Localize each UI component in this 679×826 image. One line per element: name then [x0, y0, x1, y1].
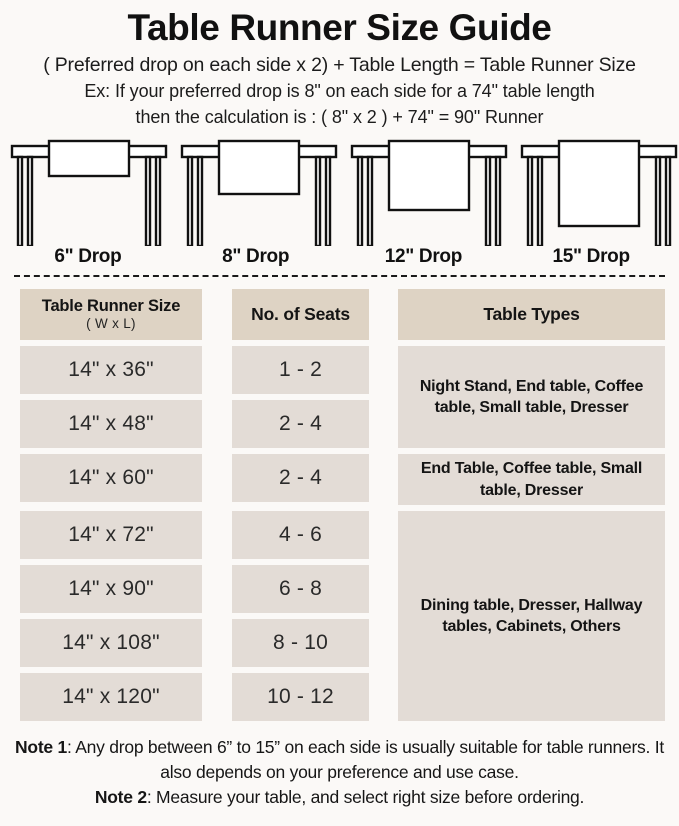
drop-label-6in: 6" Drop — [54, 246, 122, 268]
table-illustration-icon — [180, 140, 338, 247]
table-row: 14" x 120" — [20, 672, 202, 721]
cell-seats: 1 - 2 — [278, 358, 323, 382]
cell-size: 14" x 72" — [68, 522, 154, 546]
cell-size: 14" x 90" — [68, 576, 154, 600]
table-row: 14" x 36" — [20, 346, 202, 395]
table-row: 10 - 12 — [232, 672, 369, 721]
cell-seats: 2 - 4 — [278, 412, 323, 436]
table-header-table-types: Table Types — [398, 289, 665, 341]
column-gap — [202, 289, 232, 340]
example-line-1: Ex: If your preferred drop is 8" on each… — [84, 81, 595, 102]
example-line-2: then the calculation is : ( 8" x 2 ) + 7… — [135, 107, 544, 128]
table-row: 14" x 48" — [20, 400, 202, 449]
drop-diagram-8in — [174, 138, 344, 247]
cell-table-types-group-1: Night Stand, End table, Coffee table, Sm… — [398, 346, 665, 449]
cell-seats: 6 - 8 — [278, 576, 323, 600]
table-row: 1 - 2 — [232, 346, 369, 395]
table-illustration-icon — [520, 140, 678, 247]
drop-diagram-strip — [0, 138, 679, 247]
note-1-text: : Any drop between 6” to 15” on each sid… — [67, 736, 664, 783]
table-illustration-icon — [10, 140, 168, 247]
drop-diagram-12in — [344, 138, 514, 247]
drop-label-15in: 15" Drop — [552, 246, 630, 268]
cell-seats: 8 - 10 — [273, 630, 328, 654]
header-subtitle-text: ( W x L) — [86, 316, 136, 332]
table-row: 8 - 10 — [232, 618, 369, 667]
table-row: 14" x 60" — [20, 454, 202, 503]
drop-label-row: 6" Drop 8" Drop 12" Drop 15" Drop — [0, 246, 679, 268]
table-row: 14" x 72" — [20, 510, 202, 559]
cell-size: 14" x 108" — [62, 630, 160, 654]
table-row: 6 - 8 — [232, 564, 369, 613]
table-row: 14" x 90" — [20, 564, 202, 613]
size-table: Table Runner Size ( W x L) No. of Seats … — [20, 289, 665, 721]
drop-diagram-6in — [4, 138, 174, 247]
table-row: 4 - 6 — [232, 510, 369, 559]
note-2: Note 2: Measure your table, and select r… — [10, 785, 669, 810]
notes-block: Note 1: Any drop between 6” to 15” on ea… — [10, 735, 669, 811]
drop-label-12in: 12" Drop — [384, 246, 463, 268]
cell-table-types-group-3: Dining table, Dresser, Hallway tables, C… — [398, 510, 665, 721]
note-2-label: Note 2 — [94, 787, 147, 808]
table-header-seats: No. of Seats — [232, 289, 369, 341]
table-row: 2 - 4 — [232, 400, 369, 449]
note-1: Note 1: Any drop between 6” to 15” on ea… — [10, 735, 669, 786]
cell-size: 14" x 120" — [62, 684, 160, 708]
drop-label-8in: 8" Drop — [222, 246, 290, 268]
page-title: Table Runner Size Guide — [127, 7, 552, 48]
cell-size: 14" x 36" — [68, 358, 154, 382]
cell-size: 14" x 60" — [68, 466, 154, 490]
cell-table-types-group-2: End Table, Coffee table, Small table, Dr… — [398, 454, 665, 505]
table-row: 2 - 4 — [232, 454, 369, 503]
header-block: Table Runner Size Guide ( Preferred drop… — [0, 0, 679, 130]
cell-seats: 2 - 4 — [278, 466, 323, 490]
note-2-text: : Measure your table, and select right s… — [146, 787, 585, 808]
header-title-text: Table Runner Size — [41, 297, 181, 316]
cell-size: 14" x 48" — [68, 412, 154, 436]
table-row: 14" x 108" — [20, 618, 202, 667]
note-1-label: Note 1 — [15, 736, 67, 757]
cell-seats: 10 - 12 — [267, 684, 334, 708]
dashed-divider — [14, 275, 665, 278]
table-header-runner-size: Table Runner Size ( W x L) — [20, 289, 202, 341]
formula-text: ( Preferred drop on each side x 2) + Tab… — [43, 53, 636, 76]
column-gap — [369, 289, 398, 340]
drop-diagram-15in — [514, 138, 679, 247]
table-illustration-icon — [350, 140, 508, 247]
cell-seats: 4 - 6 — [278, 522, 323, 546]
